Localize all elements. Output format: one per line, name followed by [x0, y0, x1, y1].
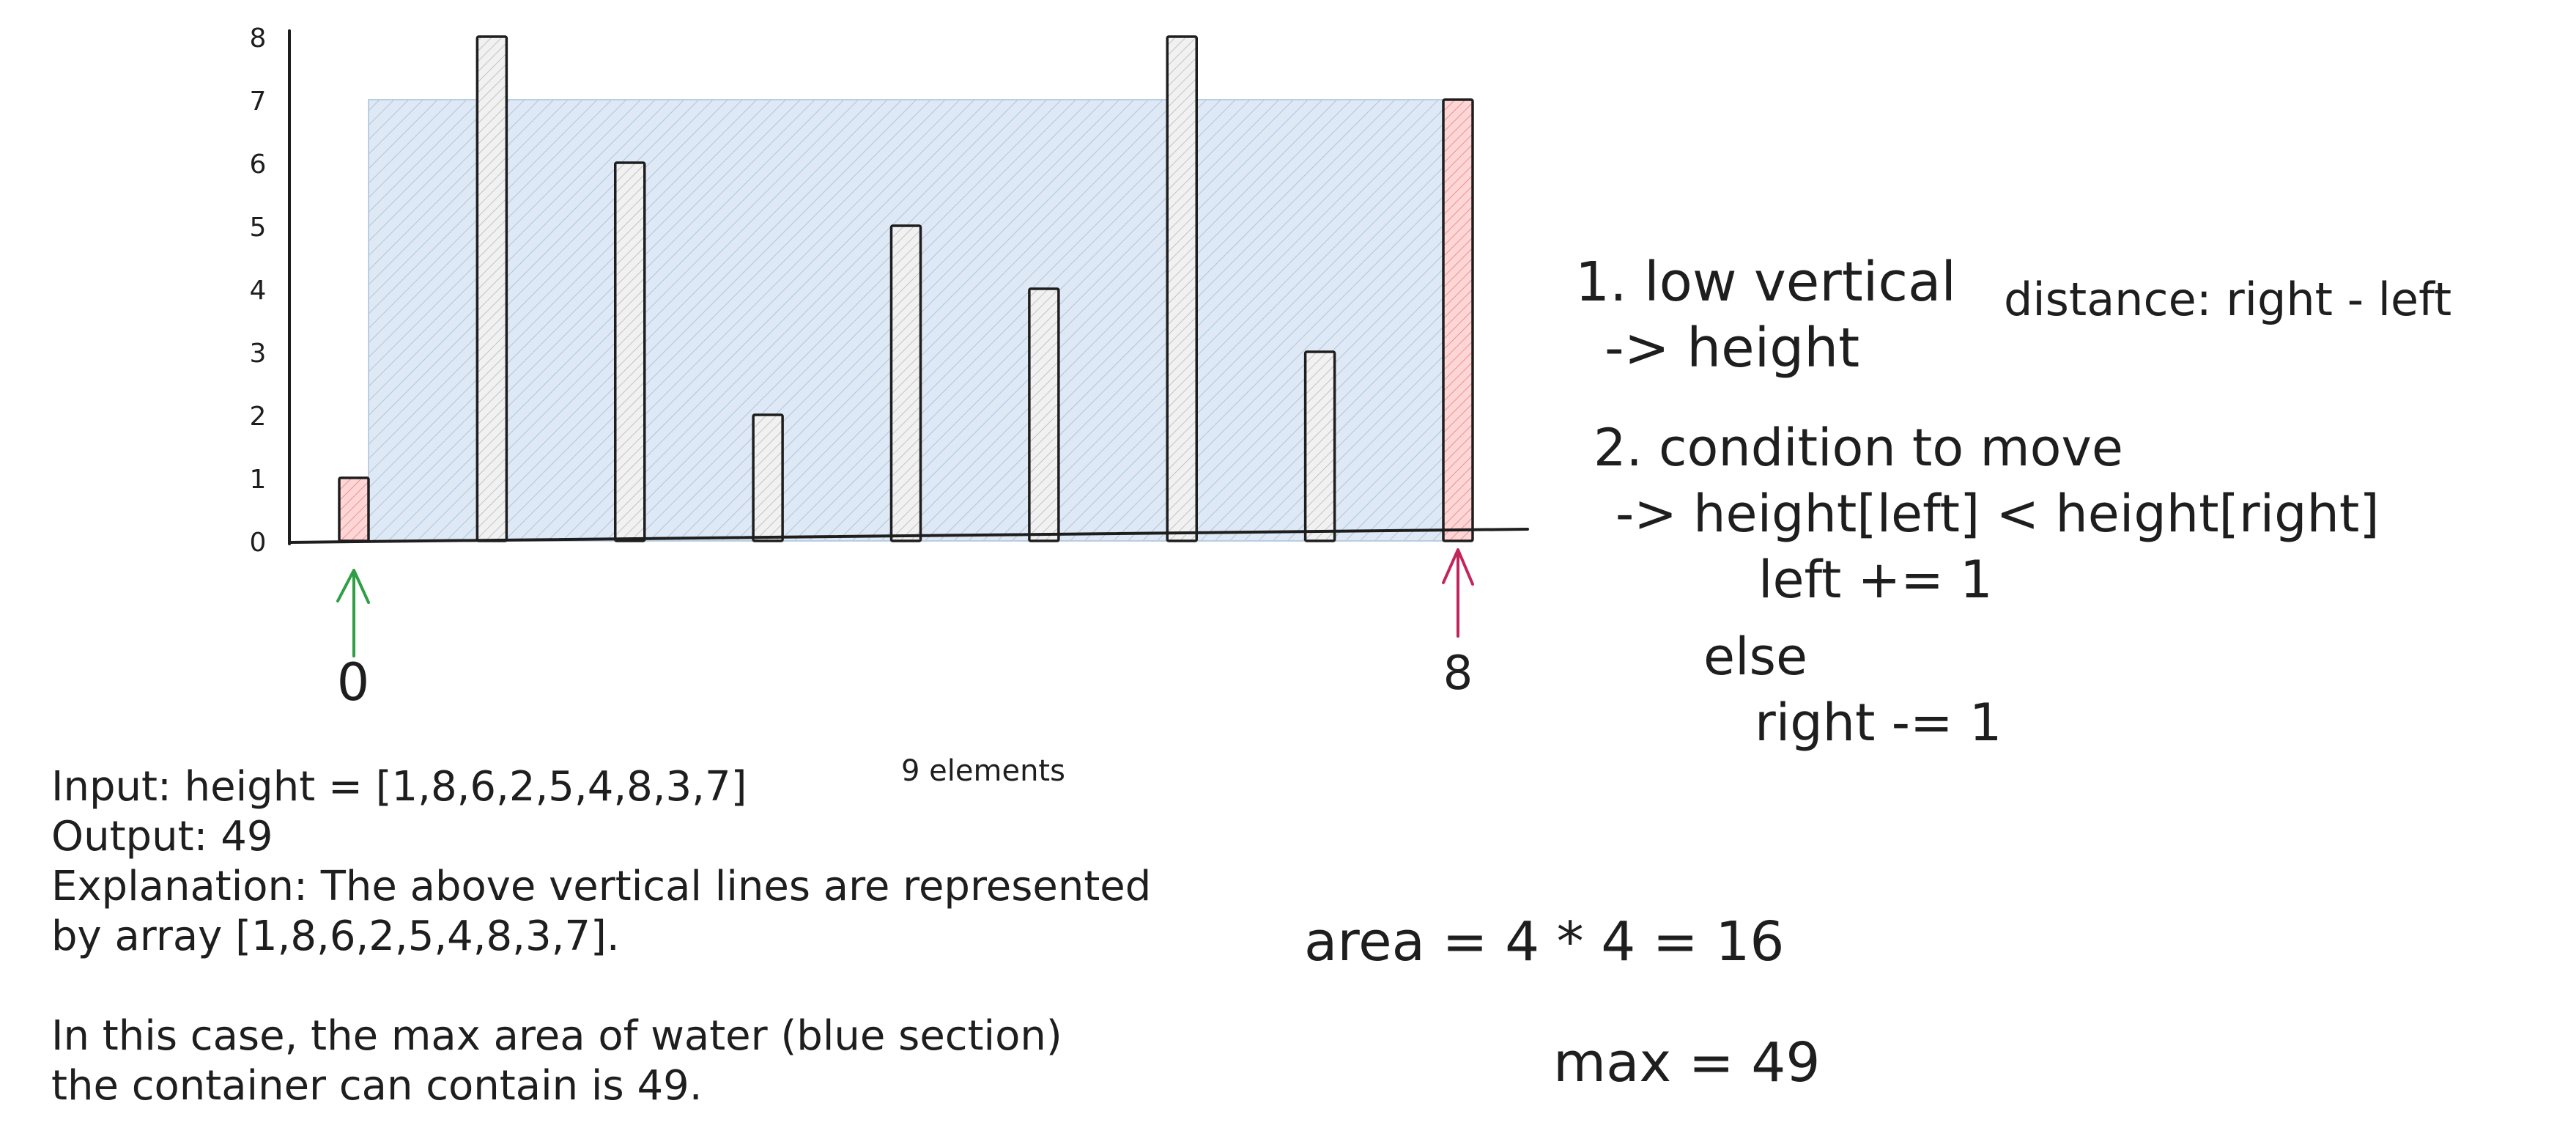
y-tick-label: 4: [250, 276, 267, 306]
bars: [338, 35, 1474, 542]
right-pointer-arrow: [1442, 548, 1474, 638]
axes: [288, 29, 1529, 545]
left-pointer-arrow: [336, 569, 370, 657]
bar: [475, 35, 508, 542]
y-tick-label: 2: [250, 402, 267, 432]
step2-line5: right -= 1: [1755, 693, 2002, 753]
bar: [1028, 287, 1060, 542]
left-index-label: 0: [337, 652, 370, 712]
max-value: max = 49: [1553, 1031, 1820, 1094]
y-tick-label: 3: [250, 339, 267, 369]
bar: [752, 413, 784, 542]
bar: [1303, 350, 1336, 542]
pointer-arrows: [336, 548, 1474, 657]
step1-line2: -> height: [1605, 317, 1859, 380]
area-calculation: area = 4 * 4 = 16: [1304, 910, 1785, 973]
output-line: Output: 49: [51, 813, 273, 860]
bar-highlighted: [1442, 98, 1474, 542]
right-index-label: 8: [1443, 646, 1473, 701]
y-tick-label: 5: [250, 213, 267, 243]
explanation-line2: by array [1,8,6,2,5,4,8,3,7].: [51, 913, 620, 960]
step1-line1: 1. low vertical: [1575, 251, 1956, 314]
bar: [1166, 35, 1198, 542]
input-line: Input: height = [1,8,6,2,5,4,8,3,7]: [51, 763, 747, 811]
x-axis: [288, 528, 1529, 544]
case-line1: In this case, the max area of water (blu…: [51, 1012, 1062, 1060]
step2-line3: left += 1: [1758, 550, 1993, 610]
case-line2: the container can contain is 49.: [51, 1062, 703, 1110]
y-tick-label: 8: [250, 23, 267, 54]
bar-highlighted: [338, 476, 370, 542]
elements-count-note: 9 elements: [901, 754, 1065, 788]
y-tick-label: 7: [250, 86, 267, 117]
bar: [889, 224, 922, 542]
y-tick-label: 1: [250, 465, 267, 495]
step2-line1: 2. condition to move: [1594, 418, 2123, 478]
bar: [614, 161, 646, 542]
y-tick-labels: 0 1 2 3 4 5 6 7 8: [250, 23, 267, 558]
step2-line4: else: [1703, 627, 1807, 687]
distance-note: distance: right - left: [2004, 273, 2451, 326]
y-tick-label: 0: [250, 528, 267, 558]
y-tick-label: 6: [250, 150, 267, 180]
step2-line2: -> height[left] < height[right]: [1615, 484, 2380, 544]
explanation-line1: Explanation: The above vertical lines ar…: [51, 863, 1151, 910]
